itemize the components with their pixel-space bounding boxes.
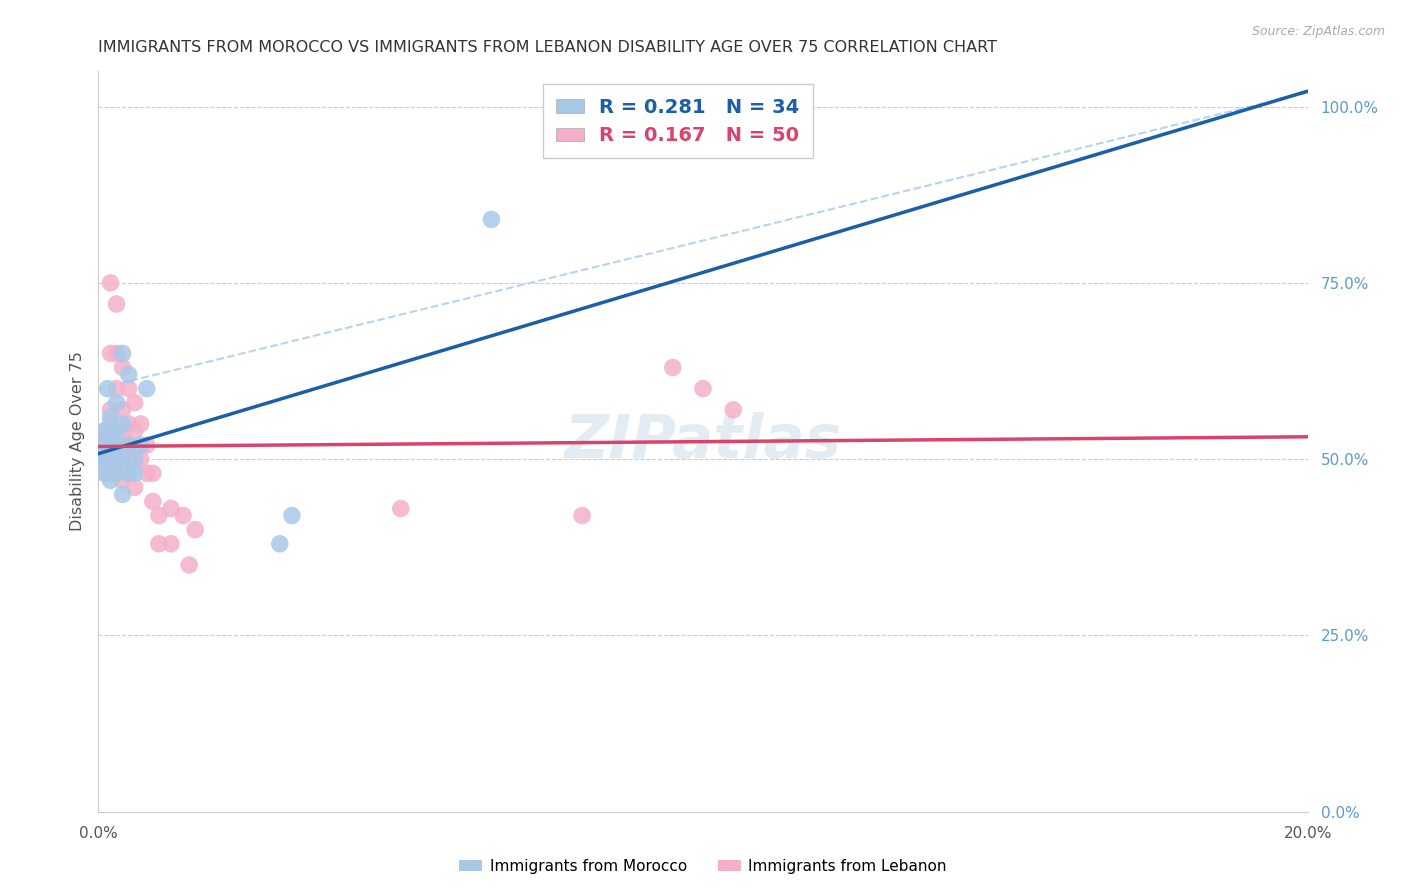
Point (111, 417, 134, 431)
Point (96, 467, 118, 481)
Legend: Immigrants from Morocco, Immigrants from Lebanon: Immigrants from Morocco, Immigrants from… (453, 853, 953, 880)
Point (111, 402, 134, 417)
Y-axis label: Disability Age Over 75: Disability Age Over 75 (69, 351, 84, 532)
Point (481, 212, 503, 227)
Point (100, 409, 122, 424)
Point (100, 445, 122, 459)
Point (160, 537, 183, 551)
Point (269, 537, 291, 551)
Point (111, 487, 134, 501)
Text: ZIPatlas: ZIPatlas (564, 412, 842, 471)
Point (111, 452, 134, 467)
Point (96, 431, 118, 445)
Text: Source: ZipAtlas.com: Source: ZipAtlas.com (1251, 25, 1385, 38)
Point (93, 438, 115, 452)
Point (172, 508, 194, 523)
Point (142, 494, 165, 508)
Point (93, 452, 115, 467)
Point (124, 480, 146, 494)
Point (96, 382, 118, 396)
Point (103, 467, 125, 481)
Point (661, 360, 683, 375)
Point (124, 396, 146, 410)
Point (179, 558, 201, 572)
Point (135, 467, 157, 481)
Point (124, 452, 146, 467)
Point (148, 508, 170, 523)
Point (96, 452, 118, 467)
Point (93, 424, 115, 438)
Point (111, 452, 134, 467)
Point (118, 467, 141, 481)
Point (105, 452, 128, 467)
Point (111, 473, 134, 487)
Point (100, 473, 122, 487)
Point (118, 438, 141, 452)
Point (105, 467, 128, 481)
Point (124, 467, 146, 481)
Point (100, 402, 122, 417)
Point (124, 452, 146, 467)
Point (281, 508, 304, 523)
Point (100, 438, 122, 452)
Point (142, 467, 165, 481)
Point (723, 402, 745, 417)
Point (111, 431, 134, 445)
Point (105, 297, 128, 311)
Point (129, 452, 152, 467)
Point (93, 452, 115, 467)
Point (90, 449, 112, 463)
Point (93, 438, 115, 452)
Point (184, 523, 207, 537)
Point (118, 382, 141, 396)
Point (105, 438, 128, 452)
Point (129, 417, 152, 431)
Point (111, 360, 134, 375)
Point (100, 417, 122, 431)
Point (148, 537, 170, 551)
Point (105, 452, 128, 467)
Point (129, 438, 152, 452)
Point (118, 368, 141, 382)
Point (105, 346, 128, 360)
Point (105, 467, 128, 481)
Point (90, 449, 112, 463)
Point (105, 424, 128, 438)
Point (389, 501, 412, 516)
Point (105, 396, 128, 410)
Point (135, 438, 157, 452)
Point (93, 467, 115, 481)
Point (135, 382, 157, 396)
Text: IMMIGRANTS FROM MOROCCO VS IMMIGRANTS FROM LEBANON DISABILITY AGE OVER 75 CORREL: IMMIGRANTS FROM MOROCCO VS IMMIGRANTS FR… (98, 40, 997, 55)
Point (571, 508, 593, 523)
Legend: R = 0.281   N = 34, R = 0.167   N = 50: R = 0.281 N = 34, R = 0.167 N = 50 (543, 85, 813, 158)
Point (118, 417, 141, 431)
Point (105, 452, 128, 467)
Point (118, 467, 141, 481)
Point (93, 424, 115, 438)
Point (124, 424, 146, 438)
Point (118, 438, 141, 452)
Point (105, 424, 128, 438)
Point (103, 452, 125, 467)
Point (692, 382, 714, 396)
Point (100, 424, 122, 438)
Point (160, 501, 183, 516)
Point (105, 438, 128, 452)
Point (105, 382, 128, 396)
Point (100, 452, 122, 467)
Point (111, 346, 134, 360)
Point (100, 276, 122, 290)
Point (100, 346, 122, 360)
Point (103, 452, 125, 467)
